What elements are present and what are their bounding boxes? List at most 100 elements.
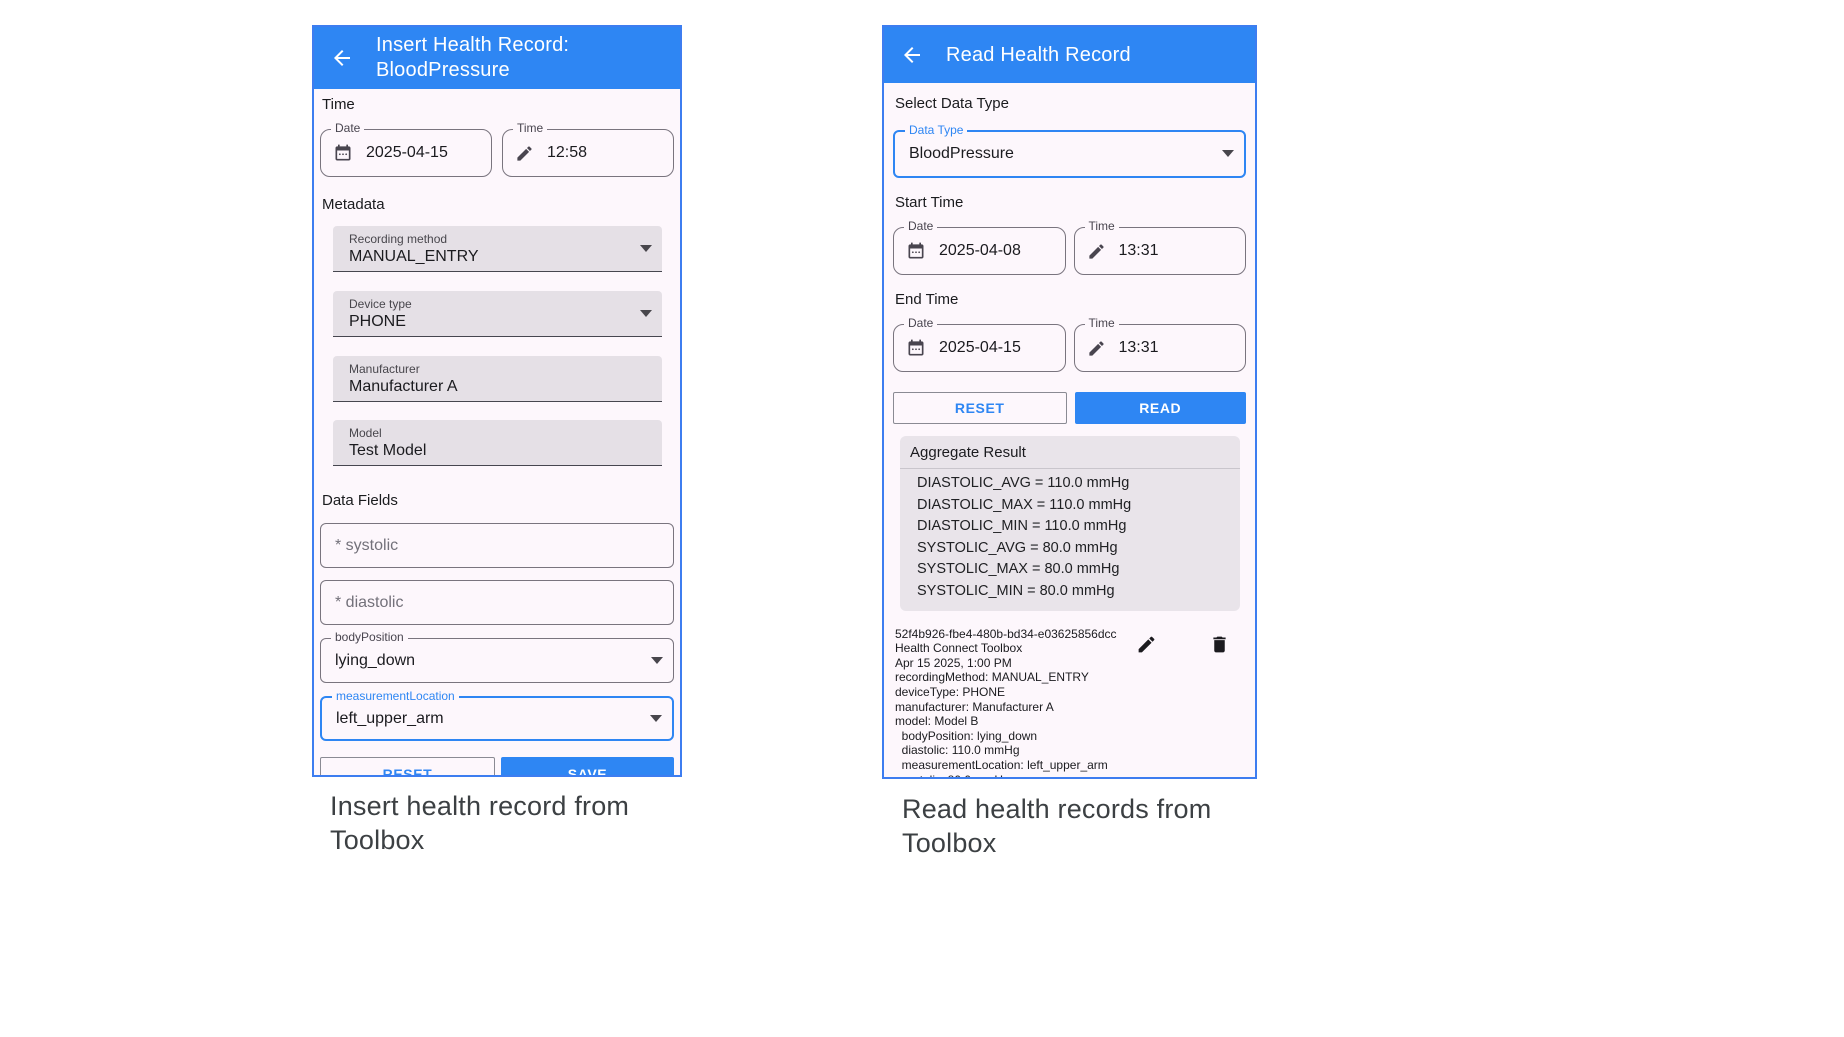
recording-method-label: Recording method xyxy=(349,232,448,246)
insert-appbar: Insert Health Record: BloodPressure xyxy=(314,27,680,89)
time-floating-label: Time xyxy=(1084,219,1119,233)
device-type-value: PHONE xyxy=(349,313,406,330)
reset-button[interactable]: RESET xyxy=(893,392,1067,424)
body-position-value: lying_down xyxy=(335,651,416,669)
end-date-field[interactable]: Date 2025-04-15 xyxy=(893,316,1066,372)
recording-method-dropdown[interactable]: Recording method MANUAL_ENTRY xyxy=(333,226,662,272)
start-time-field[interactable]: Time 13:31 xyxy=(1073,219,1246,275)
diastolic-input[interactable] xyxy=(320,580,674,625)
insert-health-record-screen: Insert Health Record: BloodPressure Time… xyxy=(312,25,682,777)
read-screen-title: Read Health Record xyxy=(946,43,1131,66)
metadata-section-label: Metadata xyxy=(322,196,385,213)
save-button[interactable]: SAVE xyxy=(501,757,674,775)
data-fields-section-label: Data Fields xyxy=(322,492,398,509)
record-line: bodyPosition: lying_down xyxy=(895,728,1038,743)
insert-caption: Insert health record from Toolbox xyxy=(330,791,630,855)
insert-date-field[interactable]: Date 2025-04-15 xyxy=(320,121,492,177)
aggregate-rows: DIASTOLIC_AVG = 110.0 mmHg DIASTOLIC_MAX… xyxy=(900,469,1240,611)
body-position-dropdown[interactable]: bodyPosition lying_down xyxy=(320,630,674,683)
delete-record-icon[interactable] xyxy=(1209,634,1230,655)
start-time-label: Start Time xyxy=(895,194,964,211)
date-floating-label: Date xyxy=(331,121,365,135)
device-type-label: Device type xyxy=(349,297,412,311)
pencil-icon xyxy=(1088,243,1104,259)
dropdown-arrow-icon xyxy=(650,714,662,722)
record-line: model: Model B xyxy=(895,714,979,729)
record-line: measurementLocation: left_upper_arm xyxy=(895,757,1108,772)
read-appbar: Read Health Record xyxy=(884,27,1255,83)
end-time-value: 13:31 xyxy=(1118,339,1159,356)
back-arrow-icon[interactable] xyxy=(900,43,924,67)
insert-screen-title: Insert Health Record: BloodPressure xyxy=(376,34,570,81)
recording-method-value: MANUAL_ENTRY xyxy=(349,248,479,265)
record-line: recordingMethod: MANUAL_ENTRY xyxy=(895,670,1089,685)
select-data-type-label: Select Data Type xyxy=(895,95,1009,112)
time-floating-label: Time xyxy=(513,121,548,135)
aggregate-row: DIASTOLIC_MAX = 110.0 mmHg xyxy=(917,496,1132,513)
insert-buttons-row: RESET SAVE xyxy=(320,757,674,775)
date-floating-label: Date xyxy=(904,219,938,233)
read-buttons-row: RESET READ xyxy=(893,392,1246,424)
aggregate-result-panel: Aggregate Result DIASTOLIC_AVG = 110.0 m… xyxy=(900,436,1240,611)
record-uuid: 52f4b926-fbe4-480b-bd34-e03625856dcc xyxy=(895,626,1117,641)
reset-button[interactable]: RESET xyxy=(320,757,495,775)
calendar-icon xyxy=(335,144,351,161)
back-arrow-icon[interactable] xyxy=(330,46,354,70)
divider xyxy=(900,468,1240,469)
calendar-icon xyxy=(908,339,924,356)
aggregate-row: DIASTOLIC_MIN = 110.0 mmHg xyxy=(917,518,1127,535)
time-floating-label: Time xyxy=(1084,316,1119,330)
date-floating-label: Date xyxy=(904,316,938,330)
time-section-label: Time xyxy=(322,96,355,113)
measurement-location-value: left_upper_arm xyxy=(336,709,444,727)
insert-time-row: Date 2025-04-15 Time 12:58 xyxy=(320,121,674,177)
dropdown-arrow-icon xyxy=(640,309,652,317)
record-lines: 52f4b926-fbe4-480b-bd34-e03625856dcc Hea… xyxy=(895,626,1246,778)
calendar-icon xyxy=(908,242,924,259)
data-type-label: Data Type xyxy=(905,123,968,137)
edit-record-icon[interactable] xyxy=(1136,634,1157,655)
data-type-value: BloodPressure xyxy=(909,145,1014,162)
insert-date-value: 2025-04-15 xyxy=(366,144,448,161)
read-button[interactable]: READ xyxy=(1074,392,1246,424)
aggregate-result-title: Aggregate Result xyxy=(910,444,1026,461)
device-type-dropdown[interactable]: Device type PHONE xyxy=(333,291,662,337)
end-time-field[interactable]: Time 13:31 xyxy=(1073,316,1246,372)
aggregate-row: SYSTOLIC_MAX = 80.0 mmHg xyxy=(917,561,1120,578)
model-label: Model xyxy=(349,426,382,440)
record-actions xyxy=(1136,634,1230,655)
model-value: Test Model xyxy=(349,442,427,459)
measurement-location-label: measurementLocation xyxy=(332,689,459,703)
systolic-input[interactable] xyxy=(320,523,674,568)
start-time-value: 13:31 xyxy=(1118,242,1159,259)
read-caption: Read health records from Toolbox xyxy=(902,794,1212,858)
body-position-label: bodyPosition xyxy=(331,630,408,644)
aggregate-row: SYSTOLIC_MIN = 80.0 mmHg xyxy=(917,582,1115,599)
measurement-location-dropdown[interactable]: measurementLocation left_upper_arm xyxy=(320,689,674,741)
record-line: diastolic: 110.0 mmHg xyxy=(895,743,1020,758)
start-time-row: Date 2025-04-08 Time 13:31 xyxy=(893,219,1246,275)
end-time-label: End Time xyxy=(895,291,959,308)
start-date-value: 2025-04-08 xyxy=(939,242,1021,259)
start-date-field[interactable]: Date 2025-04-08 xyxy=(893,219,1066,275)
data-type-dropdown[interactable]: Data Type BloodPressure xyxy=(893,123,1246,178)
end-date-value: 2025-04-15 xyxy=(939,339,1021,356)
aggregate-row: SYSTOLIC_AVG = 80.0 mmHg xyxy=(917,539,1118,556)
dropdown-arrow-icon xyxy=(651,656,663,664)
pencil-icon xyxy=(1088,340,1104,356)
record-timestamp: Apr 15 2025, 1:00 PM xyxy=(895,655,1012,670)
aggregate-row: DIASTOLIC_AVG = 110.0 mmHg xyxy=(917,475,1130,491)
record-line: deviceType: PHONE xyxy=(895,684,1006,699)
pencil-icon xyxy=(517,145,532,161)
manufacturer-value: Manufacturer A xyxy=(349,378,458,395)
record-line: systolic: 80.0 mmHg xyxy=(895,773,1246,778)
dropdown-arrow-icon xyxy=(640,244,652,252)
read-health-record-screen: Read Health Record Select Data Type Data… xyxy=(882,25,1257,779)
model-field[interactable]: Model Test Model xyxy=(333,420,662,466)
record-app: Health Connect Toolbox xyxy=(895,641,1023,656)
manufacturer-field[interactable]: Manufacturer Manufacturer A xyxy=(333,356,662,402)
record-entry: 52f4b926-fbe4-480b-bd34-e03625856dcc Hea… xyxy=(893,626,1246,778)
insert-time-field[interactable]: Time 12:58 xyxy=(502,121,674,177)
dropdown-arrow-icon xyxy=(1222,150,1234,157)
